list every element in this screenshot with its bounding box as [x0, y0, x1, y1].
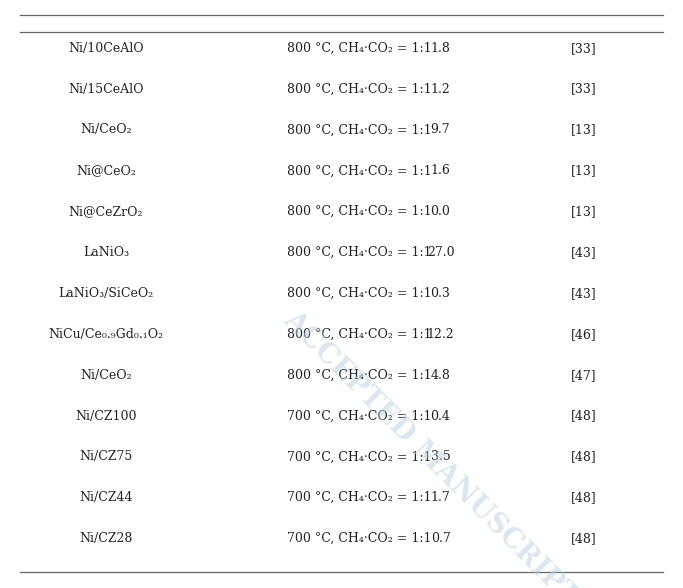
Text: [48]: [48]: [571, 450, 597, 463]
Text: 4.8: 4.8: [430, 369, 451, 382]
Text: Ni/CeO₂: Ni/CeO₂: [80, 369, 132, 382]
Text: 800 °C, CH₄·CO₂ = 1:1: 800 °C, CH₄·CO₂ = 1:1: [287, 328, 432, 341]
Text: [33]: [33]: [571, 82, 597, 96]
Text: [48]: [48]: [571, 491, 597, 505]
Text: 9.7: 9.7: [431, 123, 450, 136]
Text: 0.7: 0.7: [431, 532, 450, 545]
Text: [13]: [13]: [571, 123, 597, 136]
Text: Ni/CZ100: Ni/CZ100: [75, 409, 137, 423]
Text: [43]: [43]: [571, 287, 597, 300]
Text: Ni@CeZrO₂: Ni@CeZrO₂: [68, 205, 143, 218]
Text: Ni/CZ28: Ni/CZ28: [79, 532, 133, 545]
Text: ACCEPTED MANUSCRIPT: ACCEPTED MANUSCRIPT: [278, 306, 583, 588]
Text: Ni/CZ75: Ni/CZ75: [79, 450, 133, 463]
Text: 0.3: 0.3: [430, 287, 451, 300]
Text: 1.8: 1.8: [430, 42, 451, 55]
Text: 800 °C, CH₄·CO₂ = 1:1: 800 °C, CH₄·CO₂ = 1:1: [287, 246, 432, 259]
Text: 1.6: 1.6: [430, 164, 451, 178]
Text: Ni/15CeAlO: Ni/15CeAlO: [68, 82, 143, 96]
Text: 700 °C, CH₄·CO₂ = 1:1: 700 °C, CH₄·CO₂ = 1:1: [287, 450, 432, 463]
Text: Ni/CZ44: Ni/CZ44: [79, 491, 133, 505]
Text: [43]: [43]: [571, 246, 597, 259]
Text: NiCu/Ce₀.₉Gd₀.₁O₂: NiCu/Ce₀.₉Gd₀.₁O₂: [48, 328, 163, 341]
Text: 27.0: 27.0: [427, 246, 454, 259]
Text: 800 °C, CH₄·CO₂ = 1:1: 800 °C, CH₄·CO₂ = 1:1: [287, 164, 432, 178]
Text: 800 °C, CH₄·CO₂ = 1:1: 800 °C, CH₄·CO₂ = 1:1: [287, 42, 432, 55]
Text: Ni/CeO₂: Ni/CeO₂: [80, 123, 132, 136]
Text: 700 °C, CH₄·CO₂ = 1:1: 700 °C, CH₄·CO₂ = 1:1: [287, 532, 432, 545]
Text: 800 °C, CH₄·CO₂ = 1:1: 800 °C, CH₄·CO₂ = 1:1: [287, 287, 432, 300]
Text: LaNiO₃/SiCeO₂: LaNiO₃/SiCeO₂: [58, 287, 154, 300]
Text: [46]: [46]: [571, 328, 597, 341]
Text: 1.7: 1.7: [431, 491, 450, 505]
Text: [33]: [33]: [571, 42, 597, 55]
Text: Ni/10CeAlO: Ni/10CeAlO: [68, 42, 143, 55]
Text: 3.5: 3.5: [431, 450, 450, 463]
Text: Ni@CeO₂: Ni@CeO₂: [76, 164, 136, 178]
Text: 700 °C, CH₄·CO₂ = 1:1: 700 °C, CH₄·CO₂ = 1:1: [287, 491, 432, 505]
Text: 800 °C, CH₄·CO₂ = 1:1: 800 °C, CH₄·CO₂ = 1:1: [287, 82, 432, 96]
Text: 0.4: 0.4: [430, 409, 451, 423]
Text: [47]: [47]: [571, 369, 597, 382]
Text: 800 °C, CH₄·CO₂ = 1:1: 800 °C, CH₄·CO₂ = 1:1: [287, 123, 432, 136]
Text: [13]: [13]: [571, 205, 597, 218]
Text: 800 °C, CH₄·CO₂ = 1:1: 800 °C, CH₄·CO₂ = 1:1: [287, 369, 432, 382]
Text: [48]: [48]: [571, 409, 597, 423]
Text: [48]: [48]: [571, 532, 597, 545]
Text: 800 °C, CH₄·CO₂ = 1:1: 800 °C, CH₄·CO₂ = 1:1: [287, 205, 432, 218]
Text: 12.2: 12.2: [427, 328, 454, 341]
Text: [13]: [13]: [571, 164, 597, 178]
Text: LaNiO₃: LaNiO₃: [83, 246, 129, 259]
Text: 700 °C, CH₄·CO₂ = 1:1: 700 °C, CH₄·CO₂ = 1:1: [287, 409, 432, 423]
Text: 1.2: 1.2: [431, 82, 450, 96]
Text: 0.0: 0.0: [430, 205, 451, 218]
